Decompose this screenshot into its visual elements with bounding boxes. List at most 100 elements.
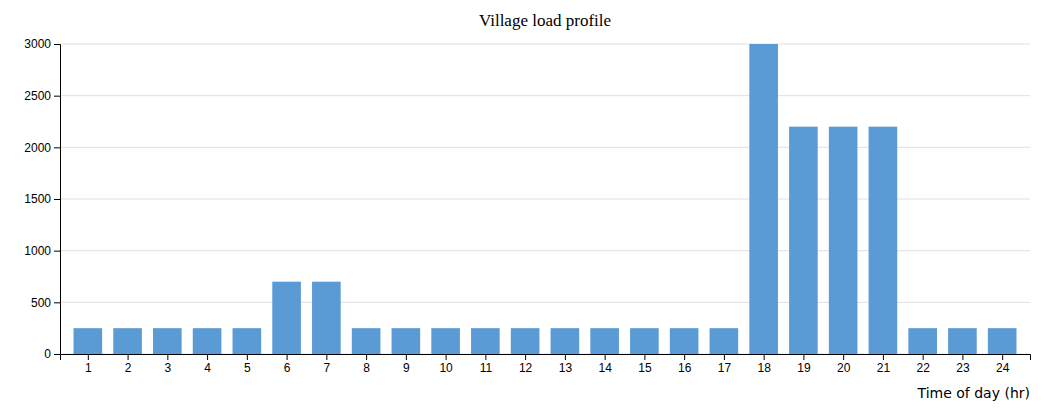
x-tick-mark: [883, 354, 884, 360]
x-tick-label: 24: [996, 361, 1010, 375]
y-tick-label: 2000: [24, 141, 51, 155]
x-tick-mark: [485, 354, 486, 360]
bar: [630, 328, 659, 354]
x-tick-mark: [565, 354, 566, 360]
grid-line: [60, 44, 1030, 45]
x-tick: 10: [439, 354, 453, 375]
x-tick-label: 18: [757, 361, 771, 375]
x-axis-line: [61, 355, 1031, 361]
x-tick-mark: [88, 354, 89, 360]
bar: [312, 282, 341, 354]
bar: [869, 127, 898, 354]
y-tick-label: 0: [44, 347, 51, 361]
x-tick-mark: [962, 354, 963, 360]
x-tick-label: 12: [519, 361, 533, 375]
y-tick-label: 3000: [24, 37, 51, 51]
bar: [392, 328, 421, 354]
x-tick: 7: [324, 354, 331, 375]
x-tick: 13: [559, 354, 573, 375]
x-tick-mark: [803, 354, 804, 360]
x-tick: 5: [244, 354, 251, 375]
x-tick-mark: [843, 354, 844, 360]
chart: 1234567891011121314151617181920212223240…: [0, 0, 1054, 412]
x-tick: 2: [125, 354, 132, 375]
title: Village load profile: [479, 11, 611, 30]
x-tick: 14: [598, 354, 612, 375]
bar: [670, 328, 699, 354]
x-axis: 123456789101112131415161718192021222324: [61, 354, 1031, 375]
y-tick-label: 500: [31, 296, 51, 310]
bar: [352, 328, 381, 354]
y-tick: 0: [44, 347, 60, 361]
y-tick-mark: [54, 251, 60, 252]
x-tick: 24: [996, 354, 1010, 375]
plot-area: 1234567891011121314151617181920212223240…: [24, 37, 1030, 374]
y-tick-mark: [54, 302, 60, 303]
y-tick: 1000: [24, 244, 60, 258]
grid-line: [60, 95, 1030, 96]
bar: [193, 328, 222, 354]
x-tick-mark: [644, 354, 645, 360]
x-tick: 16: [678, 354, 692, 375]
x-tick-label: 13: [559, 361, 573, 375]
x-tick-label: 22: [916, 361, 930, 375]
x-tick-mark: [446, 354, 447, 360]
bar: [511, 328, 540, 354]
x-tick-mark: [287, 354, 288, 360]
y-tick-mark: [54, 199, 60, 200]
x-tick-label: 16: [678, 361, 692, 375]
x-tick: 20: [837, 354, 851, 375]
x-tick: 12: [519, 354, 533, 375]
x-tick-mark: [326, 354, 327, 360]
y-tick-label: 2500: [24, 89, 51, 103]
x-tick-mark: [923, 354, 924, 360]
x-tick: 9: [403, 354, 410, 375]
x-tick-label: 1: [85, 361, 92, 375]
x-tick-mark: [525, 354, 526, 360]
x-tick-label: 23: [956, 361, 970, 375]
x-tick-label: 7: [324, 361, 331, 375]
x-tick-mark: [684, 354, 685, 360]
bar: [988, 328, 1017, 354]
x-tick-label: 17: [718, 361, 732, 375]
x-tick-mark: [764, 354, 765, 360]
y-axis-line: [54, 45, 61, 355]
x-tick-mark: [406, 354, 407, 360]
x-tick-mark: [207, 354, 208, 360]
y-tick: 2500: [24, 89, 60, 103]
x-tick-label: 20: [837, 361, 851, 375]
x-tick: 22: [916, 354, 930, 375]
x-tick-label: 15: [638, 361, 652, 375]
bar: [471, 328, 500, 354]
bar: [272, 282, 301, 354]
bar: [829, 127, 858, 354]
x-tick: 18: [757, 354, 771, 375]
y-tick-mark: [54, 96, 60, 97]
x-tick: 4: [204, 354, 211, 375]
y-tick-mark: [54, 44, 60, 45]
bar: [948, 328, 977, 354]
x-tick-label: 6: [284, 361, 291, 375]
y-axis: 0 500 1000 1500 2000 2500 3000: [24, 37, 60, 361]
y-tick-label: 1000: [24, 244, 51, 258]
x-tick: 6: [284, 354, 291, 375]
x-tick: 3: [164, 354, 171, 375]
y-tick: 3000: [24, 37, 60, 51]
x-tick-label: 9: [403, 361, 410, 375]
grid: [60, 44, 1030, 354]
bar: [908, 328, 937, 354]
x-tick-label: 5: [244, 361, 251, 375]
x-tick: 23: [956, 354, 970, 375]
x-tick-mark: [167, 354, 168, 360]
y-tick-label: 1500: [24, 192, 51, 206]
x-tick-mark: [605, 354, 606, 360]
x-tick-mark: [128, 354, 129, 360]
x-tick: 11: [480, 354, 493, 375]
bars: [74, 44, 1017, 354]
x-tick-label: 4: [204, 361, 211, 375]
x-tick: 15: [638, 354, 652, 375]
x-tick-mark: [247, 354, 248, 360]
x-tick-label: 14: [598, 361, 612, 375]
bar: [749, 44, 778, 354]
y-tick-mark: [54, 354, 60, 355]
